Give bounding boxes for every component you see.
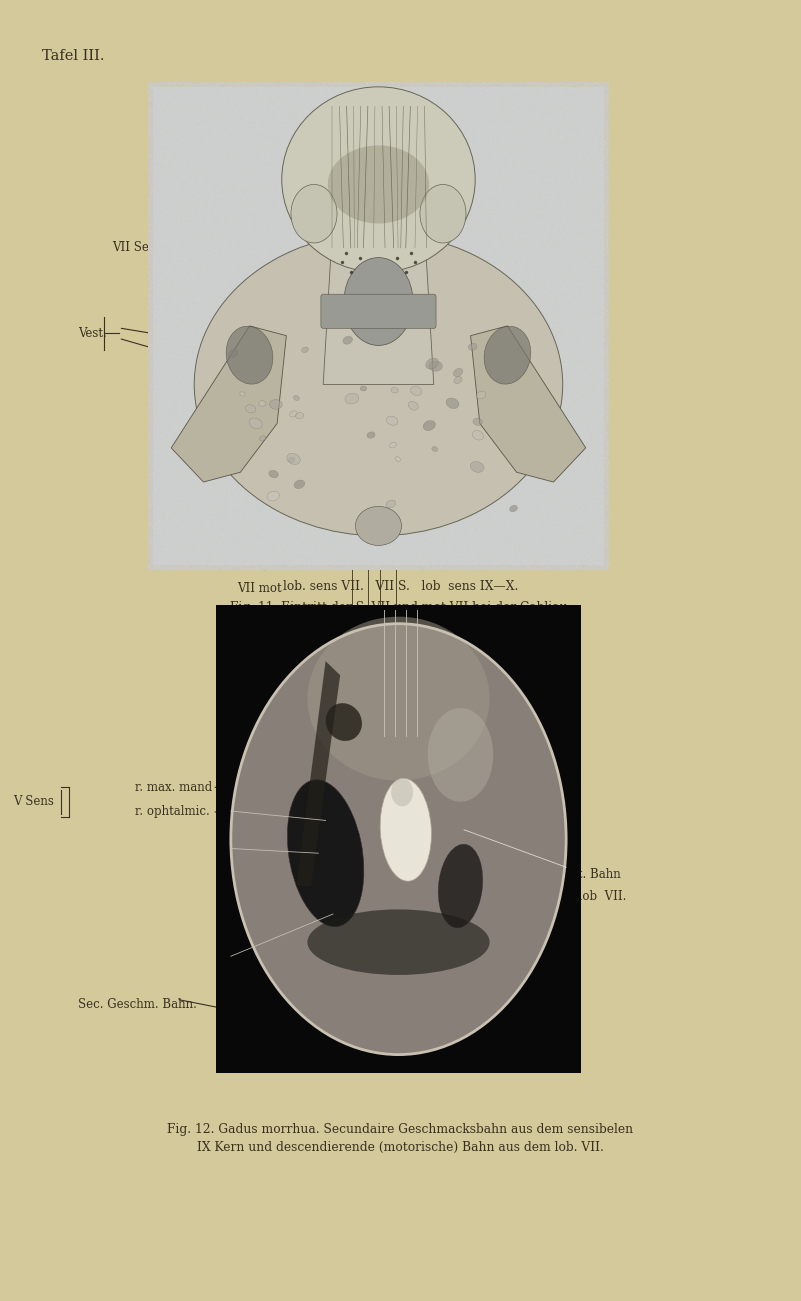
Ellipse shape (226, 327, 273, 384)
Ellipse shape (288, 779, 364, 926)
Ellipse shape (477, 392, 486, 399)
Ellipse shape (409, 402, 418, 410)
Text: V  descend: V descend (519, 350, 584, 363)
Ellipse shape (420, 185, 466, 243)
Ellipse shape (470, 462, 484, 472)
Ellipse shape (367, 432, 375, 438)
Text: Tafel III.: Tafel III. (42, 49, 104, 64)
Ellipse shape (391, 388, 398, 393)
Ellipse shape (509, 505, 517, 511)
Text: Vest.: Vest. (78, 327, 107, 340)
Ellipse shape (291, 185, 337, 243)
Text: lob. sens VII.   VII S.   lob  sens IX—X.: lob. sens VII. VII S. lob sens IX—X. (283, 580, 518, 593)
Ellipse shape (473, 418, 482, 425)
Ellipse shape (269, 471, 278, 477)
Ellipse shape (290, 411, 297, 418)
Polygon shape (323, 229, 434, 385)
Text: VII Sens.: VII Sens. (112, 241, 167, 254)
Text: desc. mot. Bahn: desc. mot. Bahn (525, 868, 621, 881)
Ellipse shape (473, 431, 484, 440)
Ellipse shape (328, 146, 429, 224)
Ellipse shape (287, 453, 300, 464)
Polygon shape (171, 325, 286, 481)
Ellipse shape (267, 492, 280, 501)
Text: Bahn.: Bahn. (519, 394, 553, 407)
Ellipse shape (344, 258, 413, 346)
Ellipse shape (484, 327, 531, 384)
Ellipse shape (239, 392, 245, 396)
Ellipse shape (395, 457, 400, 462)
Ellipse shape (345, 393, 359, 403)
Text: V Sens: V Sens (14, 795, 54, 808)
FancyBboxPatch shape (321, 294, 436, 328)
Text: Sec. Geschm. Bahn.: Sec. Geschm. Bahn. (78, 998, 197, 1011)
Circle shape (231, 623, 566, 1055)
Ellipse shape (194, 233, 562, 536)
Text: Sec. Geschm: Sec. Geschm (519, 375, 596, 388)
Ellipse shape (453, 368, 463, 377)
Ellipse shape (429, 362, 442, 371)
Ellipse shape (360, 386, 367, 392)
Text: VII mot: VII mot (237, 582, 282, 595)
Text: r. max. mand: r. max. mand (135, 781, 211, 794)
Ellipse shape (423, 420, 436, 431)
Ellipse shape (259, 401, 266, 406)
Ellipse shape (293, 396, 300, 401)
Text: Fig. 12. Gadus morrhua. Secundaire Geschmacksbahn aus dem sensibelen
IX Kern und: Fig. 12. Gadus morrhua. Secundaire Gesch… (167, 1123, 634, 1154)
Ellipse shape (454, 376, 462, 384)
Ellipse shape (356, 506, 401, 545)
Ellipse shape (302, 347, 308, 353)
Ellipse shape (386, 416, 398, 425)
Polygon shape (471, 325, 586, 481)
Ellipse shape (428, 708, 493, 801)
Ellipse shape (326, 703, 362, 742)
Ellipse shape (469, 343, 477, 350)
Ellipse shape (432, 446, 437, 451)
Ellipse shape (260, 436, 266, 441)
Ellipse shape (390, 442, 396, 448)
Ellipse shape (410, 386, 422, 396)
Ellipse shape (269, 399, 282, 410)
Text: Fig. 11. Eintritt der S. VII und mot VII bei der Cabliau.: Fig. 11. Eintritt der S. VII und mot VII… (230, 601, 571, 614)
Ellipse shape (308, 617, 489, 781)
Ellipse shape (282, 87, 475, 272)
Ellipse shape (249, 418, 262, 429)
Ellipse shape (246, 405, 256, 412)
Polygon shape (296, 661, 340, 886)
Text: r. ophtalmic.: r. ophtalmic. (135, 805, 209, 818)
Ellipse shape (288, 457, 295, 462)
Ellipse shape (391, 778, 413, 807)
Ellipse shape (426, 358, 438, 369)
Ellipse shape (438, 844, 483, 928)
Ellipse shape (343, 336, 352, 345)
Ellipse shape (294, 480, 304, 489)
Ellipse shape (380, 778, 432, 881)
Ellipse shape (446, 398, 459, 409)
Ellipse shape (296, 412, 304, 419)
Ellipse shape (386, 500, 396, 507)
Text: aus dem lob  VII.: aus dem lob VII. (525, 890, 626, 903)
Ellipse shape (308, 909, 489, 974)
Ellipse shape (228, 349, 238, 358)
